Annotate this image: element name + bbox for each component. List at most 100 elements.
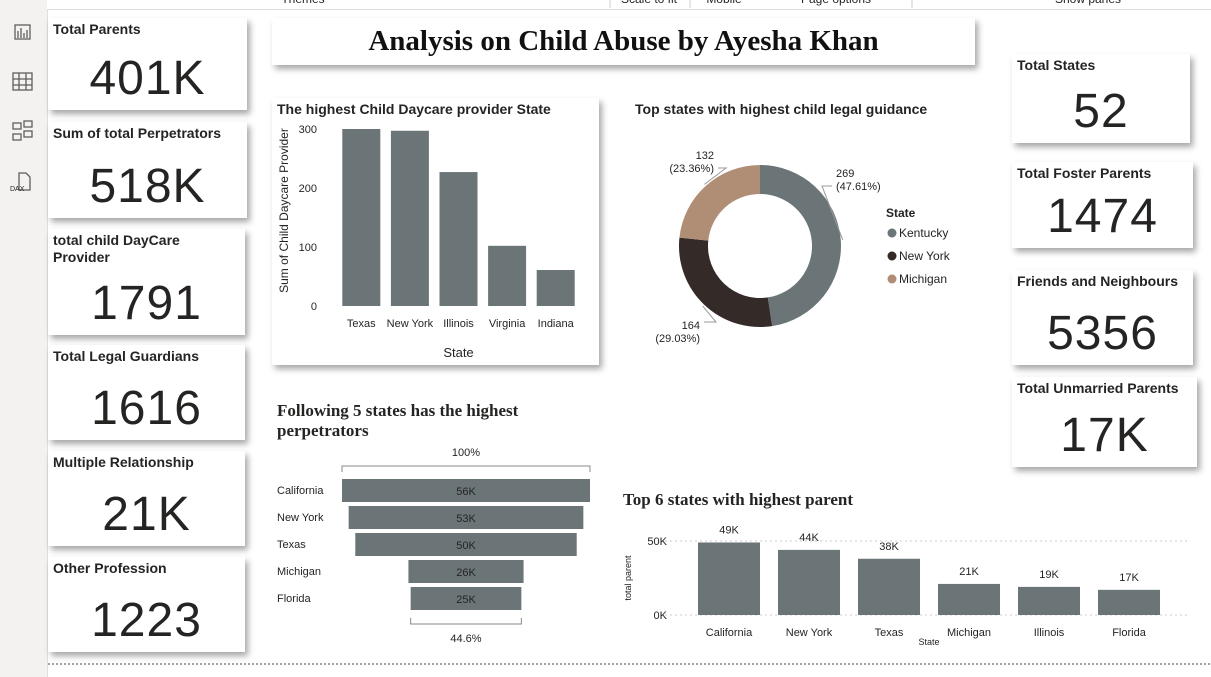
kpi-value: 1223 <box>91 594 202 647</box>
kpi-card: Friends and Neighbours 5356 <box>1012 270 1193 365</box>
leader-line <box>821 185 844 240</box>
toolbar-item: Scale to fit <box>621 0 678 6</box>
leader-line <box>704 167 728 185</box>
kpi-value: 17K <box>1060 409 1149 462</box>
kpi-label: Total States <box>1017 57 1096 73</box>
y-axis-label: Sum of Child Daycare Provider <box>277 128 291 293</box>
report-icon[interactable] <box>14 24 31 40</box>
kpi-label: Multiple Relationship <box>53 454 194 470</box>
y-tick-label: 200 <box>299 183 317 195</box>
kpi-card: Total Foster Parents 1474 <box>1012 162 1193 248</box>
category-label: Michigan <box>277 566 321 578</box>
bar <box>938 583 1000 615</box>
title-box <box>272 18 975 65</box>
kpi-label: Total Legal Guardians <box>53 348 199 364</box>
kpi-card: Total Legal Guardians 1616 <box>48 345 245 440</box>
ribbon <box>47 0 1211 10</box>
bar <box>858 558 920 615</box>
toolbar-item: Page options <box>801 0 871 6</box>
data-label: 269 <box>836 168 854 180</box>
chart-box <box>272 98 599 365</box>
x-tick-label: Texas <box>347 318 376 330</box>
x-tick-label: Texas <box>875 627 904 639</box>
funnel-bracket <box>410 618 522 625</box>
x-tick-label: Illinois <box>1034 627 1065 639</box>
bar <box>778 549 840 615</box>
x-tick-label: Illinois <box>443 318 474 330</box>
x-tick-label: New York <box>387 318 434 330</box>
donut-slice <box>679 237 773 327</box>
kpi-value: 1474 <box>1047 190 1158 243</box>
data-icon[interactable] <box>12 72 33 91</box>
chart-title: Top states with highest child legal guid… <box>635 101 927 117</box>
model-icon[interactable] <box>12 122 22 130</box>
legend-marker <box>887 228 897 238</box>
x-axis-label: State <box>443 345 473 360</box>
y-axis-label: total parent <box>623 555 633 601</box>
y-tick-label: 0K <box>654 610 668 622</box>
data-label: 164 <box>682 320 700 332</box>
x-tick-label: Michigan <box>947 627 991 639</box>
bar <box>439 172 478 306</box>
data-label: 44K <box>799 532 819 544</box>
data-label-percent: (47.61%) <box>836 181 881 193</box>
legend-marker <box>887 251 897 261</box>
bar <box>1098 589 1160 615</box>
y-tick-label: 0 <box>311 301 317 313</box>
funnel-bar <box>410 587 522 610</box>
legend-marker <box>887 274 897 284</box>
funnel-bar <box>408 560 524 583</box>
kpi-label: Friends and Neighbours <box>1017 273 1179 289</box>
kpi-label: Sum of total Perpetrators <box>53 125 222 141</box>
funnel-bar <box>348 506 584 529</box>
toolbar-item: Mobile <box>706 0 742 6</box>
funnel-bracket <box>341 465 591 472</box>
x-tick-label: New York <box>786 627 833 639</box>
y-tick-label: 50K <box>647 536 667 548</box>
leader-line <box>702 305 718 323</box>
kpi-value: 5356 <box>1047 307 1158 360</box>
toolbar-item: Themes <box>281 0 324 6</box>
data-label: 38K <box>879 541 899 553</box>
bar <box>390 130 429 306</box>
bar <box>488 245 527 306</box>
funnel-percent: 44.6% <box>450 633 481 645</box>
data-label: 132 <box>696 150 714 162</box>
donut-slice <box>679 165 760 241</box>
kpi-label: Total Foster Parents <box>1017 165 1152 181</box>
data-label-percent: (23.36%) <box>669 163 714 175</box>
page-title: Analysis on Child Abuse by Ayesha Khan <box>368 25 879 57</box>
toolbar-item: Show panes <box>1055 0 1121 6</box>
funnel-percent: 100% <box>452 447 480 459</box>
bar <box>698 542 760 615</box>
category-label: New York <box>277 512 324 524</box>
category-label: Texas <box>277 539 306 551</box>
data-label: 50K <box>456 540 476 552</box>
kpi-card: total child DayCare Provider 1791 <box>48 229 245 335</box>
legend-label: Michigan <box>899 272 947 286</box>
x-tick-label: Florida <box>1112 627 1147 639</box>
data-label-percent: (29.03%) <box>655 333 700 345</box>
kpi-card: Total Unmarried Parents 17K <box>1012 377 1197 467</box>
funnel-bar <box>355 533 577 556</box>
data-label: 49K <box>719 524 739 536</box>
x-tick-label: Virginia <box>489 318 526 330</box>
dax-icon[interactable] <box>18 172 31 191</box>
nav-icons: DAX <box>10 24 33 193</box>
kpi-value: 401K <box>89 52 206 105</box>
x-tick-label: California <box>706 627 753 639</box>
bar <box>342 129 381 306</box>
title-line: perpetrators <box>277 421 369 440</box>
chart-title: The highest Child Daycare provider State <box>277 101 551 117</box>
kpi-label: Other Profession <box>53 560 167 576</box>
donut-slice <box>760 165 841 327</box>
kpi-card: Total States 52 <box>1012 54 1190 143</box>
kpi-card: Multiple Relationship 21K <box>48 451 245 546</box>
data-label: 17K <box>1119 572 1139 584</box>
kpi-card: Other Profession 1223 <box>48 557 245 652</box>
svg-text:DAX: DAX <box>10 186 25 193</box>
chart-title: Following 5 states has the highest perpet… <box>277 401 519 440</box>
kpi-value: 518K <box>89 160 206 213</box>
